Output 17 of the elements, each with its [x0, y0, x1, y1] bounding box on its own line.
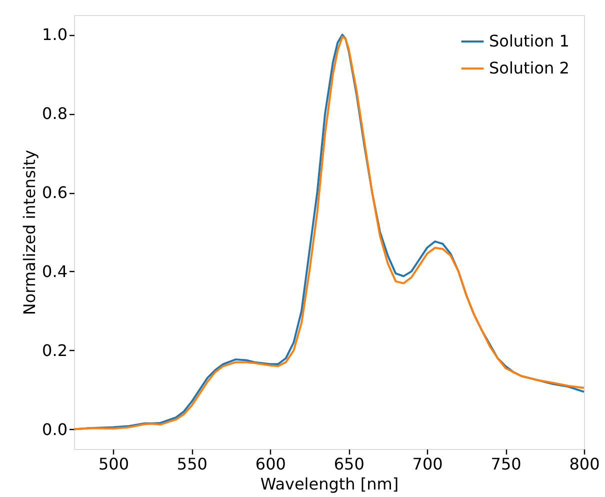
x-tick-label: 550	[176, 454, 208, 474]
x-axis-title: Wavelength [nm]	[260, 474, 399, 494]
y-tick-label: 0.4	[42, 262, 68, 281]
x-tick-label: 800	[569, 454, 600, 474]
legend-label: Solution 2	[489, 58, 570, 78]
x-tick-label: 600	[255, 454, 286, 474]
legend-label: Solution 1	[489, 32, 570, 50]
y-tick-label: 1.0	[42, 25, 68, 44]
y-tick-label: 0.6	[42, 183, 68, 202]
x-tick-label: 750	[490, 454, 522, 474]
y-tick-label: 0.8	[42, 104, 68, 124]
x-tick-label: 700	[412, 454, 443, 474]
x-tick-label: 500	[98, 454, 130, 474]
x-tick-label: 650	[334, 454, 364, 474]
y-tick-label: 0.0	[42, 420, 68, 439]
y-axis-title: Normalized intensity	[20, 150, 40, 316]
y-tick-label: 0.2	[42, 340, 68, 360]
